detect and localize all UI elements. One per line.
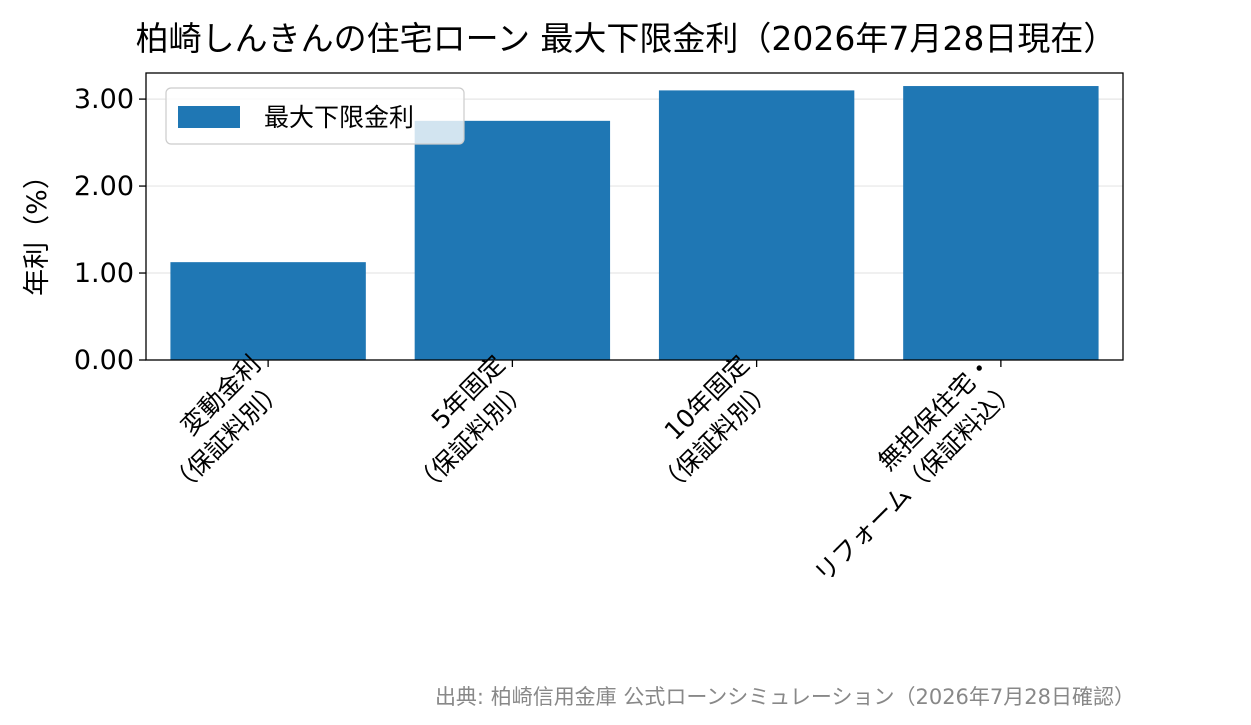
bar [414,120,611,360]
bar [170,262,366,360]
y-axis-label: 年利（%） [22,162,53,296]
source-note: 出典: 柏崎信用金庫 公式ローンシミュレーション（2026年7月28日確認） [435,685,1135,709]
legend: 最大下限金利 [165,87,465,145]
legend-swatch [178,106,240,128]
y-tick-label: 0.00 [74,345,134,376]
y-tick-label: 2.00 [74,171,134,202]
y-axis: 0.00 1.00 2.00 3.00 [74,84,146,376]
x-tick-label: 5年固定（保証料別） [384,350,535,501]
x-tick-label-line: リフォーム（保証料込） [809,374,1023,588]
legend-label: 最大下限金利 [264,103,414,132]
x-tick-label: 変動金利（保証料別） [140,350,291,501]
bars [170,86,1099,361]
y-tick-label: 1.00 [74,258,134,289]
chart-title: 柏崎しんきんの住宅ローン 最大下限金利（2026年7月28日現在） [136,19,1117,58]
x-tick-label: 10年固定（保証料別） [628,350,779,501]
x-tick-label: 無担保住宅・リフォーム（保証料込） [785,350,1023,588]
bar [658,90,855,361]
legend-box [165,87,465,145]
bar [903,86,1099,360]
plot-frame [145,72,1124,361]
x-axis: 変動金利（保証料別） 5年固定（保証料別） 10年固定（保証料別） 無担保住宅・リフォ… [140,350,1023,588]
y-tick-label: 3.00 [74,84,134,115]
